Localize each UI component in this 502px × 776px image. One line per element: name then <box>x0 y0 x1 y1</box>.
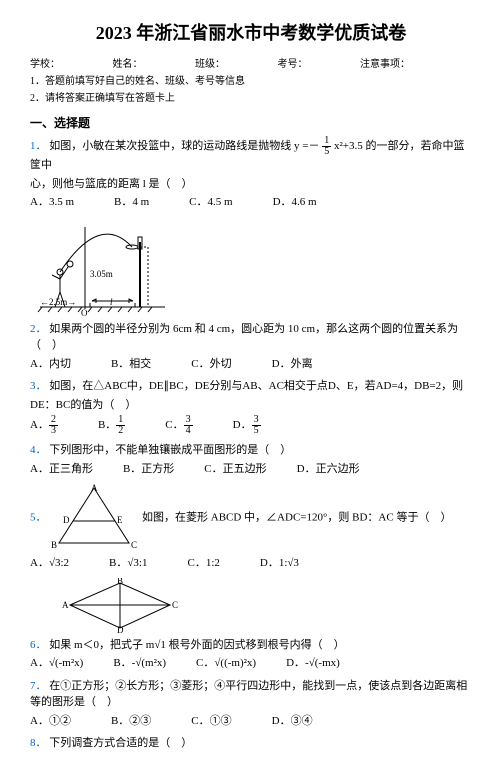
section-1-head: 一、选择题 <box>30 114 472 132</box>
q6-opt-d: D．-√(-mx) <box>286 655 340 672</box>
q7-opt-a: A．①② <box>30 713 71 730</box>
q4-opt-c: C．正五边形 <box>204 461 266 478</box>
q5-stem: 如图，在菱形 ABCD 中，∠ADC=120°，则 BD：AC 等于（ ） <box>142 512 451 524</box>
q6-options: A．√(-m²x) B．-√(m²x) C．√((-m)²x) D．-√(-mx… <box>30 655 472 672</box>
q3-options: A．23 B．12 C．34 D．35 <box>30 415 472 436</box>
q2-num: 2． <box>30 323 47 335</box>
q7-options: A．①② B．②③ C．①③ D．③④ <box>30 713 472 730</box>
q1-ox-label: ←2.5m→ <box>40 297 76 307</box>
svg-text:C: C <box>172 600 178 610</box>
q3-opt-c: C．34 <box>165 415 192 436</box>
q5-triangle-diagram: A B C D E <box>49 483 139 553</box>
meta-fields: 学校： 姓名： 班级： 考号： 注意事项： <box>30 57 472 72</box>
q5-num: 5． <box>30 512 47 524</box>
q1-fraction: 15 <box>322 136 331 157</box>
q5-options: A．√3:2 B．√3:1 C．1:2 D．1:√3 <box>30 555 472 572</box>
question-1: 1． 如图，小敏在某次投篮中，球的运动路线是抛物线 y =－ 15 x²+3.5… <box>30 136 472 317</box>
q3-opt-d: D．35 <box>233 415 261 436</box>
meta-school: 学校： <box>30 59 60 70</box>
exam-title: 2023 年浙江省丽水市中考数学优质试卷 <box>30 20 472 47</box>
meta-notice: 注意事项： <box>360 59 410 70</box>
q1-num: 1． <box>30 140 47 152</box>
q8-num: 8． <box>30 737 47 749</box>
q3-opt-b: B．12 <box>98 415 125 436</box>
q6-opt-b: B．-√(m²x) <box>113 655 166 672</box>
q1-options: A．3.5 m B．4 m C．4.5 m D．4.6 m <box>30 194 472 211</box>
meta-note1: 1．答题前填写好自己的姓名、班级、考号等信息 <box>30 74 472 89</box>
q3-stem-b: DE：BC的值为（ ） <box>30 397 472 414</box>
q1-o-label: O <box>81 308 88 317</box>
q4-opt-b: B．正方形 <box>123 461 174 478</box>
q1-l-label: l <box>110 297 113 307</box>
q5-rhombus-diagram: A B C D <box>60 578 472 633</box>
q1-opt-d: D．4.6 m <box>273 194 317 211</box>
q3-num: 3． <box>30 380 47 392</box>
q1-h-label: 3.05m <box>90 269 113 279</box>
meta-id: 考号： <box>278 59 308 70</box>
q2-options: A．内切 B．相交 C．外切 D．外离 <box>30 356 472 373</box>
q2-opt-c: C．外切 <box>191 356 231 373</box>
q2-stem: 如果两个圆的半径分别为 6cm 和 4 cm，圆心距为 10 cm，那么这两个圆… <box>30 323 458 352</box>
q4-options: A．正三角形 B．正方形 C．正五边形 D．正六边形 <box>30 461 472 478</box>
q8-stem: 下列调查方式合适的是（ ） <box>49 737 192 749</box>
q1-stem-c: 心，则他与篮底的距离 l 是（ ） <box>30 176 472 193</box>
q5-opt-b: B．√3:1 <box>109 555 147 572</box>
q5-opt-a: A．√3:2 <box>30 555 69 572</box>
svg-text:A: A <box>62 600 69 610</box>
question-4: 4． 下列图形中，不能单独镶嵌成平面图形的是（ ） A．正三角形 B．正方形 C… <box>30 442 472 477</box>
meta-class: 班级： <box>195 59 225 70</box>
q7-opt-d: D．③④ <box>272 713 313 730</box>
meta-note2: 2．请将答案正确填写在答题卡上 <box>30 91 472 106</box>
q1-diagram: 3.05m ←2.5m→ O l <box>30 217 472 317</box>
q5-opt-d: D．1:√3 <box>260 555 299 572</box>
q6-opt-c: C．√((-m)²x) <box>196 655 256 672</box>
svg-text:D: D <box>63 515 70 525</box>
q4-num: 4． <box>30 444 47 456</box>
q7-stem: 在①正方形；②长方形；③菱形；④平行四边形中，能找到一点，使该点到各边距离相等的… <box>30 680 467 709</box>
svg-text:A: A <box>91 483 98 493</box>
question-7: 7． 在①正方形；②长方形；③菱形；④平行四边形中，能找到一点，使该点到各边距离… <box>30 678 472 730</box>
question-3: 3． 如图，在△ABC中，DE∥BC，DE分别与AB、AC相交于点D、E，若AD… <box>30 378 472 436</box>
q3-opt-a: A．23 <box>30 415 58 436</box>
svg-text:C: C <box>131 540 137 550</box>
q4-stem: 下列图形中，不能单独镶嵌成平面图形的是（ ） <box>49 444 291 456</box>
svg-text:B: B <box>51 540 57 550</box>
question-6: 6． 如果 m＜0，把式子 m√1 根号外面的因式移到根号内得（ ） A．√(-… <box>30 637 472 672</box>
q1-opt-a: A．3.5 m <box>30 194 74 211</box>
svg-text:E: E <box>117 515 123 525</box>
question-2: 2． 如果两个圆的半径分别为 6cm 和 4 cm，圆心距为 10 cm，那么这… <box>30 321 472 373</box>
q3-stem-a: 如图，在△ABC中，DE∥BC，DE分别与AB、AC相交于点D、E，若AD=4，… <box>49 380 463 392</box>
page: 2023 年浙江省丽水市中考数学优质试卷 学校： 姓名： 班级： 考号： 注意事… <box>0 0 502 776</box>
q5-opt-c: C．1:2 <box>187 555 219 572</box>
q4-opt-d: D．正六边形 <box>297 461 360 478</box>
q1-stem-a: 如图，小敏在某次投篮中，球的运动路线是抛物线 y =－ <box>49 140 319 152</box>
q7-opt-b: B．②③ <box>111 713 151 730</box>
q1-svg: 3.05m ←2.5m→ O l <box>30 217 170 317</box>
svg-text:D: D <box>117 625 124 633</box>
q1-opt-c: C．4.5 m <box>189 194 232 211</box>
q2-opt-b: B．相交 <box>111 356 151 373</box>
svg-text:B: B <box>117 578 123 586</box>
q1-opt-b: B．4 m <box>114 194 149 211</box>
question-8: 8． 下列调查方式合适的是（ ） <box>30 735 472 752</box>
q2-opt-a: A．内切 <box>30 356 71 373</box>
q2-opt-d: D．外离 <box>272 356 313 373</box>
meta-name: 姓名： <box>113 59 143 70</box>
q7-opt-c: C．①③ <box>191 713 231 730</box>
question-5: 5． A B C D E 如图，在菱形 ABCD 中，∠ADC=120°，则 B… <box>30 483 472 633</box>
q6-opt-a: A．√(-m²x) <box>30 655 83 672</box>
q7-num: 7． <box>30 680 47 692</box>
q4-opt-a: A．正三角形 <box>30 461 93 478</box>
